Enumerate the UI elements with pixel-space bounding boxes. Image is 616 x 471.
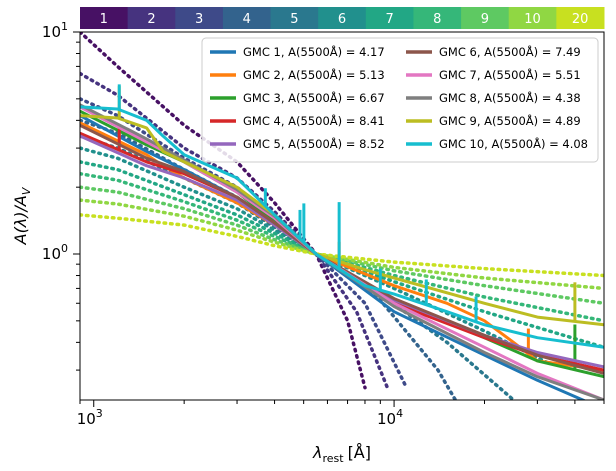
- x-axis-label-unit: [Å]: [348, 443, 371, 462]
- colorbar-cell-8: [413, 7, 462, 29]
- axis-ticks: 103 104 100 101: [42, 20, 605, 428]
- legend-label-gmc-7: GMC 7, A(5500Å) = 5.51: [439, 67, 581, 82]
- model-curve-9: [80, 185, 604, 306]
- model-curve-10: [80, 198, 604, 291]
- plot-frame: [79, 31, 605, 401]
- x-axis-label: λrest [Å]: [312, 443, 371, 465]
- colorbar-cell-6: [318, 7, 367, 29]
- colorbar-cell-9: [461, 7, 510, 29]
- series-line-gmc-5: [80, 134, 604, 369]
- colorbar-label-10: 10: [524, 12, 541, 27]
- legend-label-gmc-4: GMC 4, A(5500Å) = 8.41: [243, 113, 385, 128]
- legend-label-gmc-2: GMC 2, A(5500Å) = 5.13: [243, 67, 385, 82]
- y-tick-label-1: 100: [42, 242, 68, 263]
- x-tick-label-10000: 104: [377, 407, 403, 428]
- legend-label-gmc-6: GMC 6, A(5500Å) = 7.49: [439, 44, 581, 59]
- colorbar-label-2: 2: [147, 12, 155, 27]
- colorbar-label-1: 1: [100, 12, 108, 27]
- x-axis-label-sub: rest: [322, 452, 344, 465]
- x-tick-label-1000: 103: [77, 407, 103, 428]
- colorbar-cell-20: [556, 7, 605, 29]
- colorbar-cell-2: [127, 7, 176, 29]
- colorbar-cell-7: [365, 7, 414, 29]
- colorbar-label-7: 7: [385, 12, 393, 27]
- model-curve-6: [80, 146, 552, 366]
- y-axis-label-main: A(λ)/A: [11, 195, 30, 245]
- series-line-gmc-6: [80, 123, 604, 375]
- legend-box: [201, 37, 599, 163]
- colorbar: 1 2 3 4 5 6 7 8 9 10 20: [80, 7, 605, 29]
- colorbar-label-4: 4: [243, 12, 251, 27]
- legend-label-gmc-8: GMC 8, A(5500Å) = 4.38: [439, 90, 581, 105]
- colorbar-cell-5: [270, 7, 319, 29]
- colorbar-label-5: 5: [290, 12, 298, 27]
- plot-area: [80, 32, 604, 400]
- y-axis-label-sub: V: [20, 186, 33, 195]
- legend: GMC 1, A(5500Å) = 4.17 GMC 2, A(5500Å) = …: [201, 37, 599, 163]
- legend-label-gmc-5: GMC 5, A(5500Å) = 8.52: [243, 136, 385, 151]
- model-curve-5: [80, 134, 516, 400]
- model-curve-7: [80, 160, 604, 350]
- colorbar-label-20: 20: [572, 12, 589, 27]
- colorbar-label-3: 3: [195, 12, 203, 27]
- model-curve-20: [80, 213, 604, 278]
- y-tick-label-10: 101: [42, 20, 68, 41]
- colorbar-cell-10: [508, 7, 557, 29]
- legend-label-gmc-1: GMC 1, A(5500Å) = 4.17: [243, 44, 385, 59]
- colorbar-label-6: 6: [338, 12, 346, 27]
- y-axis-label: A(λ)/AV: [11, 186, 33, 245]
- legend-label-gmc-9: GMC 9, A(5500Å) = 4.89: [439, 113, 581, 128]
- legend-label-gmc-3: GMC 3, A(5500Å) = 6.67: [243, 90, 385, 105]
- x-axis-label-main: λ: [312, 443, 322, 462]
- colorbar-cell-4: [222, 7, 272, 29]
- colorbar-cell-3: [175, 7, 224, 29]
- series-line-gmc-10: [80, 105, 604, 349]
- legend-label-gmc-10: GMC 10, A(5500Å) = 4.08: [439, 136, 588, 151]
- model-curve-1: [80, 32, 367, 390]
- gmc-series: [80, 84, 604, 400]
- colorbar-cell-1: [80, 7, 129, 29]
- colorbar-label-8: 8: [433, 12, 441, 27]
- model-curve-8: [80, 171, 604, 323]
- colorbar-label-9: 9: [481, 12, 489, 27]
